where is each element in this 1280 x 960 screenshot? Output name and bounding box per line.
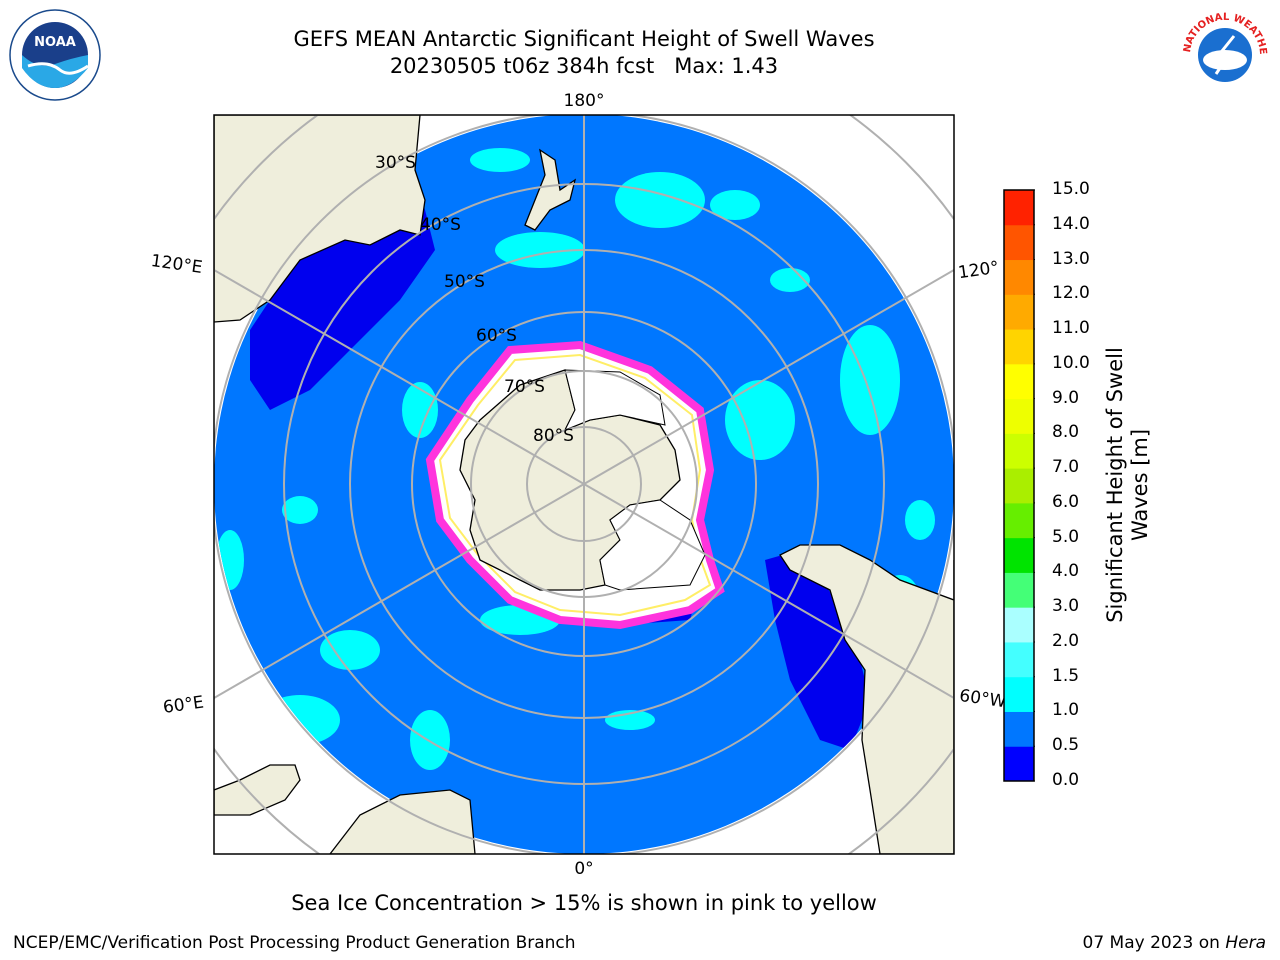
colorbar-tick-label: 5.0: [1052, 526, 1080, 547]
colorbar-tick-label: 8.0: [1052, 422, 1080, 443]
colorbar-tick-label: 0.5: [1052, 735, 1080, 756]
colorbar-tick-label: 2.0: [1052, 630, 1080, 651]
colorbar-segment: [1004, 641, 1034, 678]
colorbar-segment: [1004, 537, 1034, 573]
low-swell-region-australia: [250, 190, 435, 410]
chart-subtitle: 20230505 t06z 384h fcst Max: 1.43: [389, 54, 779, 78]
lat-label-50s: 50°S: [444, 272, 485, 292]
colorbar-tick-label: 9.0: [1052, 387, 1080, 408]
lon-label-60e: 60°E: [162, 692, 205, 717]
nws-logo: NATIONAL WEATHER SERVICE: [1178, 8, 1269, 99]
land: [214, 115, 954, 854]
lat-label-60s: 60°S: [476, 326, 517, 346]
land-africa: [329, 789, 476, 854]
low-swell-region-south-america: [765, 550, 870, 750]
colorbar-segment: [1004, 572, 1034, 608]
colorbar-segment: [1004, 329, 1034, 365]
lat-label-40s: 40°S: [420, 215, 461, 235]
colorbar-tick-label: 10.0: [1052, 352, 1090, 373]
colorbar-segment: [1004, 468, 1034, 504]
colorbar-segment: [1004, 224, 1034, 261]
land-south-america: [779, 544, 954, 854]
lon-label-180: 180°: [564, 91, 605, 111]
footer-date-text: 07 May 2023 on: [1082, 933, 1226, 953]
colorbar-tick-label: 4.0: [1052, 561, 1080, 582]
sea-ice-yellow-fringe: [438, 353, 712, 617]
colorbar-segment: [1004, 363, 1034, 400]
colorbar-tick-label: 3.0: [1052, 596, 1080, 617]
colorbar-tick-label: 13.0: [1052, 248, 1090, 269]
colorbar-tick-label: 0.0: [1052, 770, 1080, 790]
chart-title: GEFS MEAN Antarctic Significant Height o…: [293, 27, 875, 51]
colorbar-segment: [1004, 502, 1034, 539]
lon-label-120w: 120°: [957, 258, 1000, 284]
colorbar-tick-label: 11.0: [1052, 318, 1090, 339]
footer-host: Hera: [1225, 933, 1266, 953]
colorbar-segment: [1004, 190, 1034, 226]
lat-label-30s: 30°S: [375, 153, 416, 173]
noaa-logo: NOAA: [9, 9, 101, 101]
land-australia: [214, 115, 426, 323]
colorbar-segment: [1004, 746, 1034, 782]
footer-credit: NCEP/EMC/Verification Post Processing Pr…: [13, 933, 576, 953]
colorbar-tick-label: 7.0: [1052, 457, 1080, 478]
colorbar-title-line1: Significant Height of Swell: [1103, 347, 1127, 623]
colorbar: [1003, 189, 1035, 782]
map-frame: [213, 114, 955, 855]
lon-label-60w: 60°W: [958, 686, 1007, 712]
colorbar-segment: [1004, 711, 1034, 747]
colorbar-segment: [1004, 433, 1034, 469]
colorbar-segment: [1004, 676, 1034, 712]
colorbar-segment: [1004, 607, 1034, 643]
colorbar-tick-label: 12.0: [1052, 283, 1090, 304]
land-madagascar: [214, 764, 301, 816]
colorbar-tick-label: 6.0: [1052, 491, 1080, 512]
colorbar-segment: [1004, 259, 1034, 295]
land-new-zealand: [524, 148, 577, 231]
colorbar-segment: [1004, 294, 1034, 330]
lat-label-80s: 80°S: [533, 426, 574, 446]
colorbar-tick-label: 15.0: [1052, 179, 1090, 199]
colorbar-tick-label: 14.0: [1052, 213, 1090, 234]
footer-date: 07 May 2023 on Hera: [1083, 933, 1267, 953]
lon-label-120e: 120°E: [150, 251, 204, 278]
svg-text:NOAA: NOAA: [34, 35, 76, 50]
colorbar-tick-label: 1.0: [1052, 700, 1080, 721]
sea-ice-note: Sea Ice Concentration > 15% is shown in …: [291, 891, 877, 915]
colorbar-frame: [1003, 189, 1035, 782]
colorbar-title-line2: Waves [m]: [1128, 428, 1152, 542]
colorbar-tick-label: 1.5: [1052, 665, 1080, 686]
colorbar-segment: [1004, 398, 1034, 434]
graticule: [214, 115, 954, 854]
lon-label-0: 0°: [574, 859, 593, 879]
lat-label-70s: 70°S: [504, 377, 545, 397]
